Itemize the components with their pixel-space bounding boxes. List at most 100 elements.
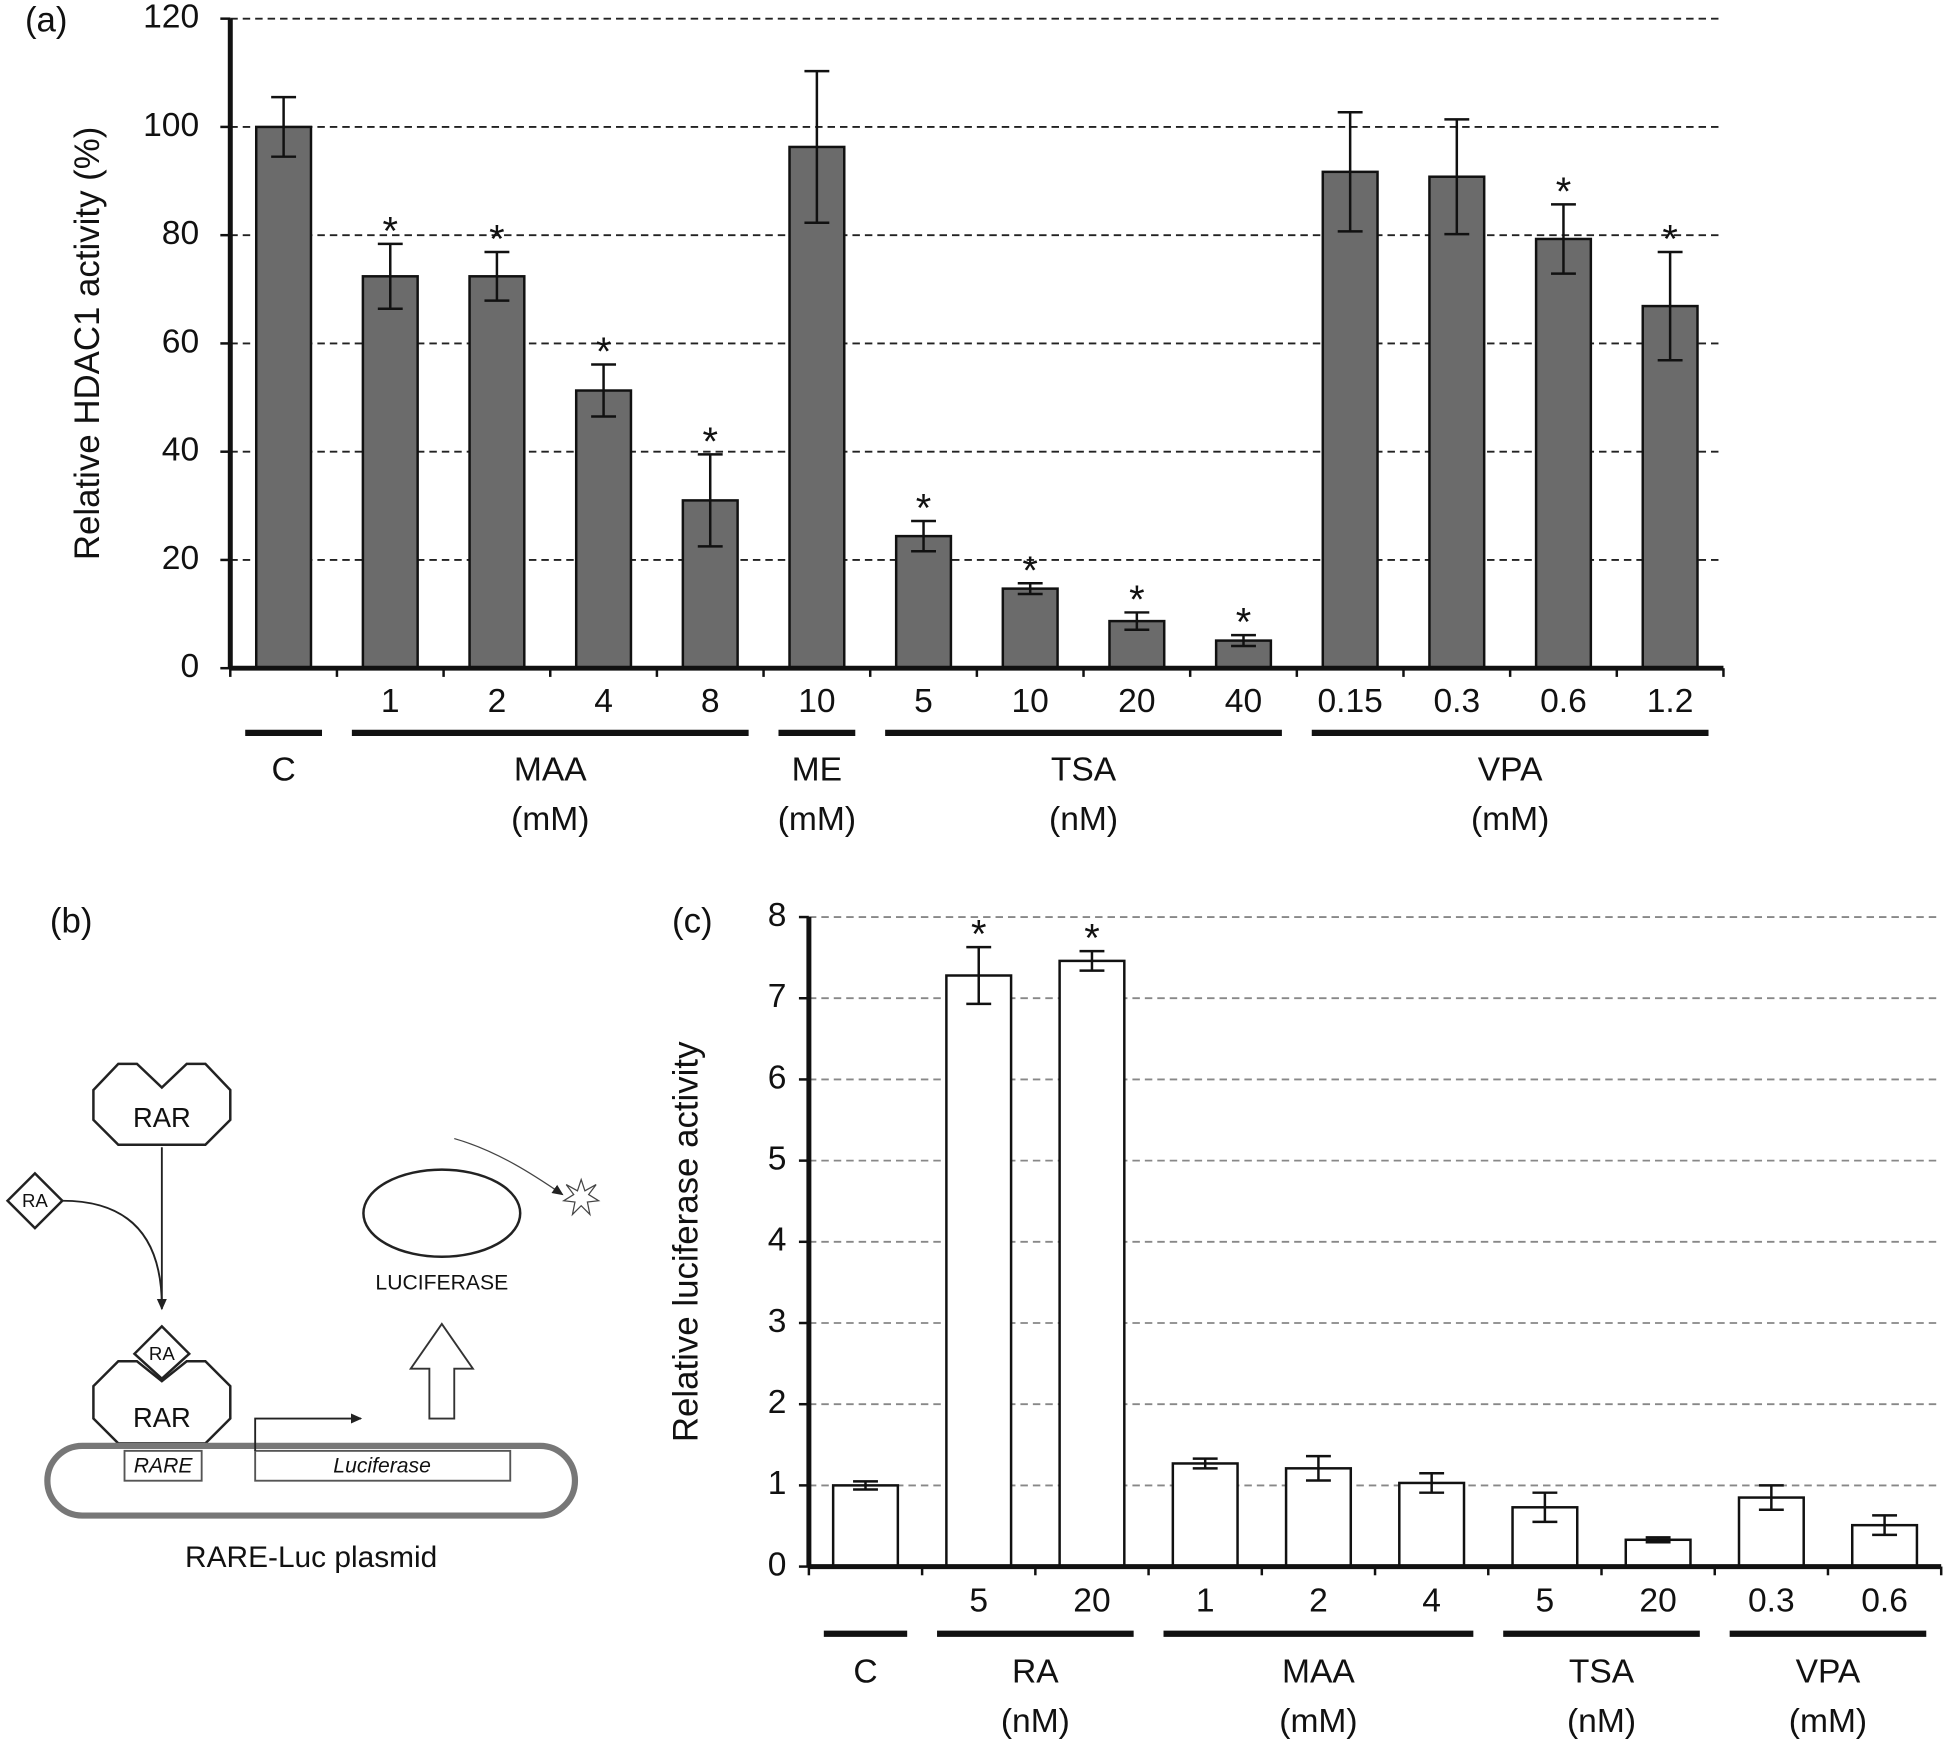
significance-mark: *	[1556, 170, 1572, 214]
x-tick-label: 1.2	[1647, 683, 1694, 720]
significance-mark: *	[916, 487, 932, 531]
bar	[681, 499, 739, 670]
error-bar	[966, 945, 992, 1006]
bar	[1001, 587, 1059, 670]
group-unit: (mM)	[1279, 1703, 1357, 1740]
group-label: VPA	[1796, 1653, 1861, 1690]
group-unit: (mM)	[1471, 801, 1549, 838]
significance-mark: *	[1236, 601, 1252, 645]
error-bar	[1444, 118, 1470, 236]
error-bar	[1124, 611, 1150, 632]
x-tick-label: 10	[1012, 683, 1049, 720]
group-label: TSA	[1569, 1653, 1635, 1690]
significance-mark: *	[596, 330, 612, 374]
significance-mark: *	[1662, 218, 1678, 262]
x-tick-label: 20	[1639, 1583, 1676, 1620]
bar	[574, 389, 633, 670]
group-label: MAA	[514, 751, 587, 788]
x-tick-label: 20	[1073, 1583, 1110, 1620]
x-tick-label: 0.3	[1433, 683, 1480, 720]
y-tick-label: 80	[162, 215, 199, 252]
y-tick-label: 40	[162, 432, 199, 469]
light-star	[561, 1177, 601, 1217]
y-tick-label: 100	[143, 107, 199, 144]
group-unit: (mM)	[778, 801, 856, 838]
bound-receptor-shape	[92, 1360, 232, 1445]
bar	[1534, 237, 1593, 670]
error-bar	[1419, 1471, 1445, 1494]
group-label: C	[853, 1653, 877, 1690]
protein-label: LUCIFERASE	[375, 1272, 508, 1295]
significance-mark: *	[702, 420, 718, 464]
receptor-label: RAR	[133, 1102, 191, 1133]
error-bar	[377, 242, 403, 311]
significance-mark: *	[1022, 549, 1038, 593]
transcription-arrow	[254, 1413, 363, 1451]
bar	[1321, 170, 1379, 670]
error-bar	[1758, 1484, 1784, 1511]
y-tick-label: 0	[768, 1546, 787, 1583]
bound-ligand-label: RA	[149, 1343, 175, 1364]
y-tick-label: 1	[768, 1465, 787, 1502]
error-bar	[804, 69, 830, 224]
y-tick-label: 3	[768, 1303, 787, 1340]
bound-receptor-label: RAR	[133, 1402, 191, 1433]
bar	[468, 275, 526, 670]
gene-label: Luciferase	[333, 1455, 431, 1478]
x-tick-label: 2	[488, 683, 507, 720]
group-label: MAA	[1282, 1653, 1355, 1690]
bar	[1624, 1538, 1692, 1568]
y-tick-label: 7	[768, 978, 787, 1015]
y-tick-label: 120	[143, 0, 199, 36]
x-tick-label: 1	[381, 683, 400, 720]
rare-label: RARE	[134, 1455, 194, 1478]
gene-box	[254, 1449, 512, 1482]
x-tick-label: 1	[1196, 1583, 1215, 1620]
bound-ligand-shape	[132, 1324, 192, 1381]
binding-arrow	[62, 1199, 163, 1307]
y-tick-label: 60	[162, 323, 199, 360]
diagram-caption: RARE-Luc plasmid	[185, 1541, 437, 1574]
error-bar	[1872, 1514, 1898, 1537]
x-tick-label: 5	[1536, 1583, 1555, 1620]
y-tick-label: 2	[768, 1384, 787, 1421]
error-bar	[1532, 1491, 1558, 1524]
x-tick-label: 5	[914, 683, 933, 720]
x-tick-label: 2	[1309, 1583, 1328, 1620]
luciferase-shape	[362, 1168, 522, 1258]
bar	[831, 1484, 900, 1568]
bar	[254, 125, 313, 670]
group-unit: (mM)	[1789, 1703, 1867, 1740]
group-label: RA	[1012, 1653, 1059, 1690]
group-unit: (nM)	[1001, 1703, 1070, 1740]
y-tick-label: 20	[162, 540, 199, 577]
x-tick-label: 0.3	[1748, 1583, 1795, 1620]
error-bar	[1551, 203, 1576, 275]
significance-mark: *	[383, 209, 399, 253]
y-axis-title: Relative luciferase activity	[666, 1041, 705, 1442]
x-tick-label: 4	[1422, 1583, 1441, 1620]
bar	[788, 145, 846, 670]
error-bar	[853, 1480, 878, 1491]
error-bar	[591, 363, 617, 418]
y-tick-label: 8	[768, 897, 787, 934]
error-bar	[1337, 111, 1363, 233]
group-unit: (mM)	[511, 801, 589, 838]
group-label: C	[271, 751, 295, 788]
bar	[1284, 1467, 1353, 1568]
light-arrow	[454, 1137, 564, 1196]
x-tick-label: 5	[969, 1583, 988, 1620]
error-bar	[911, 519, 936, 553]
expression-arrow	[408, 1322, 475, 1420]
error-bar	[1017, 581, 1043, 596]
diagram: (b) RAR RA RA RAR RARE Luciferase LUCIFE…	[5, 901, 601, 1574]
x-tick-label: 40	[1225, 683, 1262, 720]
panel-label: (a)	[25, 1, 68, 40]
error-bar	[1192, 1457, 1218, 1470]
bar	[894, 534, 953, 670]
bar	[1428, 175, 1486, 670]
error-bar	[484, 250, 510, 302]
bar	[1058, 959, 1126, 1568]
